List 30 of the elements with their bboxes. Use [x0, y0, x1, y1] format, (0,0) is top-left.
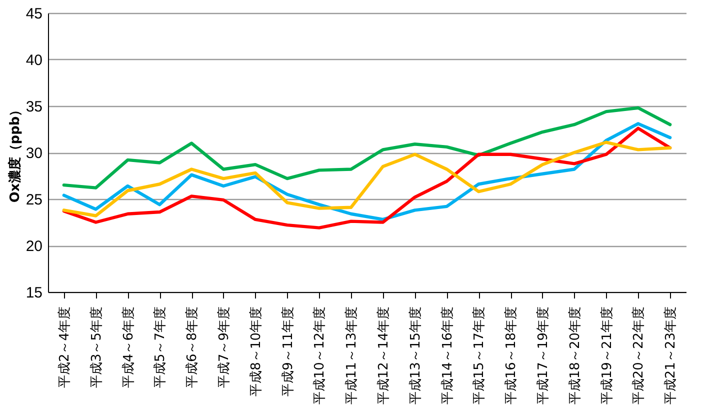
y-tick-label: 30 — [26, 145, 42, 162]
y-tick-label: 25 — [26, 192, 42, 208]
x-tick-label: 平成15～17年度 — [471, 306, 488, 405]
x-tick-label: 平成20～22年度 — [630, 306, 647, 405]
x-tick-label: 平成10～12年度 — [312, 306, 328, 405]
x-tick-label: 平成3～5年度 — [88, 306, 104, 388]
line-series — [62, 106, 672, 190]
line-series — [62, 140, 672, 218]
x-tick-label: 平成12～14年度 — [375, 306, 392, 405]
x-tick-label: 平成5～7年度 — [152, 306, 168, 388]
x-tick-label: 平成17～19年度 — [534, 306, 551, 405]
x-tick-label: 平成11～13年度 — [344, 306, 360, 405]
x-tick-label: 平成18～20年度 — [566, 306, 583, 405]
x-tick-label: 平成21～23年度 — [662, 306, 679, 405]
x-tick-label: 平成14～16年度 — [439, 306, 456, 405]
x-tick-label: 平成8～10年度 — [248, 306, 264, 396]
x-tick-label: 平成6～8年度 — [184, 306, 200, 388]
x-tick-label: 平成4～6年度 — [120, 306, 136, 388]
x-tick-label: 平成13～15年度 — [407, 306, 424, 405]
y-tick-label: 20 — [26, 238, 42, 255]
y-axis-title: Ox濃度（ppb） — [6, 103, 23, 203]
y-tick-label: 35 — [26, 98, 42, 116]
y-tick-label: 15 — [26, 284, 42, 302]
y-tick-label: 45 — [26, 6, 42, 22]
x-tick-label: 平成9～11年度 — [280, 306, 296, 396]
x-tick-label: 平成19～21年度 — [598, 306, 615, 405]
x-tick-label: 平成7～9年度 — [216, 306, 232, 388]
x-tick-label: 平成2～4年度 — [56, 306, 72, 388]
x-tick-label: 平成16～18年度 — [503, 306, 520, 405]
y-tick-label: 40 — [26, 52, 42, 69]
